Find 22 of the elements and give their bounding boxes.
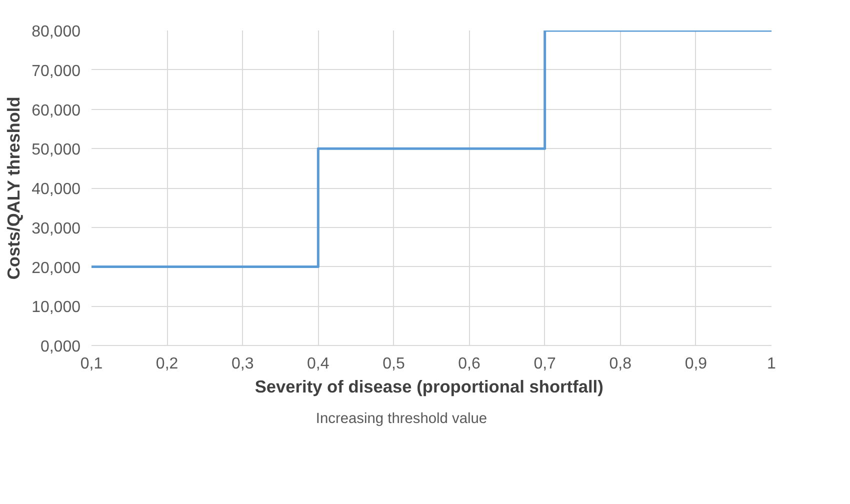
- y-tick-label: 50,000: [32, 142, 81, 159]
- x-tick-label: 0,4: [307, 356, 330, 372]
- y-axis-title: Costs/QALY threshold: [4, 96, 24, 280]
- y-tick-label: 20,000: [32, 260, 81, 277]
- text: Increasing threshold value: [316, 411, 488, 427]
- x-tick-label: 0,3: [231, 356, 254, 372]
- x-tick-label: 0,7: [534, 356, 556, 372]
- y-tick-label: 40,000: [32, 181, 81, 198]
- x-tick-label: 0,6: [458, 356, 480, 372]
- x-tick-label: 0,2: [156, 356, 178, 372]
- y-tick-label: 10,000: [32, 299, 81, 316]
- x-tick-label: 0,5: [382, 356, 405, 372]
- y-tick-label: 80,000: [32, 24, 81, 40]
- y-tick-label: 30,000: [32, 220, 81, 238]
- x-tick-label: 1: [767, 356, 776, 372]
- x-tick-label: 0,9: [684, 356, 708, 372]
- y-tick-label: 0,000: [40, 338, 81, 356]
- x-tick-label: 0,8: [609, 356, 632, 372]
- y-tick-label: 70,000: [32, 62, 81, 80]
- x-axis-title: Severity of disease (proportional shortfall): [254, 376, 604, 396]
- y-tick-label: 60,000: [32, 102, 81, 120]
- x-tick-label: 0,1: [80, 356, 103, 372]
